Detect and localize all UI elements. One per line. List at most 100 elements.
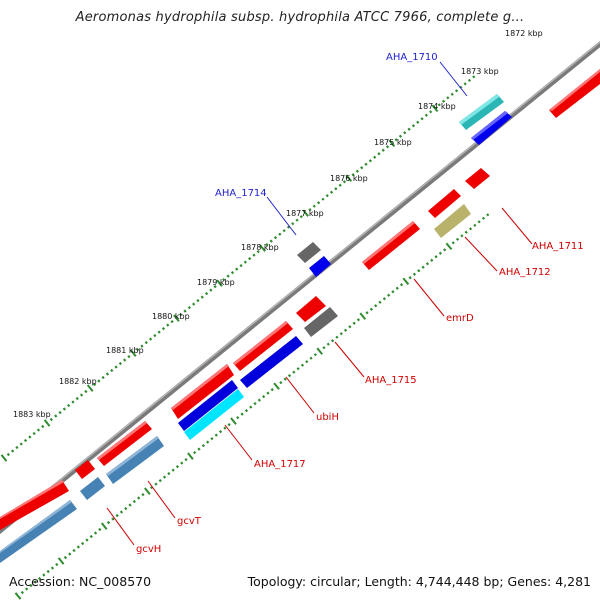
label-aha-1711[interactable]: AHA_1711 (532, 241, 584, 252)
minor-tick (477, 220, 481, 224)
gene-gcvh-steel[interactable] (80, 477, 105, 500)
minor-tick (223, 426, 227, 430)
minor-tick (71, 400, 75, 404)
major-tick (388, 139, 396, 148)
label-ubih[interactable]: ubiH (316, 412, 339, 423)
minor-tick (287, 373, 292, 378)
minor-tick (137, 496, 141, 500)
minor-tick (356, 318, 361, 322)
major-tick (273, 382, 280, 390)
accession-text: Accession: NC_008570 (9, 574, 152, 589)
gene-aha-1711[interactable] (465, 168, 490, 189)
label-aha-1715[interactable]: AHA_1715 (365, 375, 417, 386)
tick-label-1883: 1883 kbp (13, 410, 51, 419)
minor-tick (316, 201, 321, 205)
gene-gcvt-red[interactable] (97, 421, 152, 466)
major-tick (230, 417, 237, 425)
minor-tick (93, 531, 98, 535)
label-aha-1712[interactable]: AHA_1712 (499, 267, 551, 278)
minor-tick (119, 510, 124, 514)
minor-tick (226, 274, 230, 278)
major-tick (359, 312, 367, 320)
gene-aha-1712-khaki[interactable] (434, 204, 471, 238)
minor-tick (101, 375, 105, 380)
minor-tick (114, 365, 118, 369)
minor-tick (283, 377, 287, 381)
minor-tick (111, 517, 115, 521)
gene-aha-1714-blue[interactable] (309, 256, 331, 277)
minor-tick (209, 288, 213, 292)
minor-tick (322, 346, 326, 350)
minor-tick (243, 260, 247, 264)
minor-tick (58, 410, 62, 415)
gene-aha-1710-cds[interactable] (459, 94, 504, 130)
minor-tick (249, 405, 253, 409)
minor-tick (291, 222, 295, 226)
minor-tick (300, 363, 305, 367)
tick-label-1876: 1876 kbp (330, 174, 368, 183)
minor-tick (463, 82, 467, 86)
minor-tick (37, 576, 42, 581)
tick-label-1881: 1881 kbp (106, 346, 144, 355)
major-tick (144, 487, 151, 495)
label-gcvh[interactable]: gcvH (136, 544, 161, 555)
minor-tick (481, 216, 486, 220)
gene-gcvh-red[interactable] (75, 460, 95, 479)
gene-aha-1717-blue[interactable] (178, 380, 238, 431)
major-tick (345, 174, 353, 182)
tick-label-1874: 1874 kbp (418, 102, 456, 111)
minor-tick (127, 354, 131, 359)
minor-tick (68, 552, 72, 556)
minor-tick (321, 197, 325, 201)
gene-aha-1717-red[interactable] (171, 364, 234, 419)
minor-tick (417, 269, 421, 273)
minor-tick (148, 337, 153, 341)
gene-left-steel[interactable] (0, 500, 77, 563)
inner-tick-track (14, 213, 490, 600)
gene-left-red[interactable] (0, 480, 69, 530)
gene-aha-1712-red[interactable] (428, 189, 461, 218)
gene-ubih-blue[interactable] (240, 336, 303, 388)
label-aha-1710[interactable]: AHA_1710 (386, 52, 438, 63)
callout-aha-1714 (266, 196, 297, 236)
minor-tick (235, 267, 239, 271)
gene-emrd[interactable] (362, 221, 420, 270)
minor-tick (451, 241, 455, 245)
label-aha-1714[interactable]: AHA_1714 (215, 188, 267, 199)
callout-aha-1715 (334, 341, 365, 378)
minor-tick (420, 117, 424, 121)
major-tick (187, 452, 194, 460)
tick-label-1878: 1878 kbp (241, 243, 279, 252)
minor-tick (6, 452, 10, 457)
minor-tick (394, 138, 398, 142)
gene-aha-1717-cyan[interactable] (184, 389, 244, 440)
minor-tick (266, 391, 270, 395)
minor-tick (295, 218, 299, 222)
minor-tick (32, 431, 36, 436)
minor-tick (79, 393, 84, 397)
label-emrd[interactable]: emrD (446, 313, 474, 324)
minor-tick (106, 520, 111, 525)
minor-tick (179, 312, 183, 317)
gene-aha-1715-red[interactable] (296, 296, 326, 322)
label-gcvt[interactable]: gcvT (177, 516, 202, 527)
gene-aha-1715-gray[interactable] (304, 307, 338, 337)
minor-tick (166, 323, 170, 327)
minor-tick (167, 471, 171, 476)
gene-aha-1714-gray[interactable] (297, 242, 321, 263)
minor-tick (72, 548, 76, 553)
gene-gcvt-steel[interactable] (106, 436, 164, 484)
minor-tick (262, 395, 266, 399)
gene-ubih-red[interactable] (233, 321, 293, 371)
minor-tick (196, 299, 200, 303)
minor-tick (374, 304, 378, 308)
minor-tick (213, 285, 217, 289)
minor-tick (98, 527, 102, 532)
gene-aha-1710-blue[interactable] (471, 111, 512, 145)
minor-tick (381, 148, 385, 152)
minor-tick (140, 344, 144, 348)
label-aha-1717[interactable]: AHA_1717 (254, 459, 306, 470)
minor-tick (421, 265, 425, 269)
minor-tick (416, 120, 420, 124)
minor-tick (15, 445, 19, 450)
